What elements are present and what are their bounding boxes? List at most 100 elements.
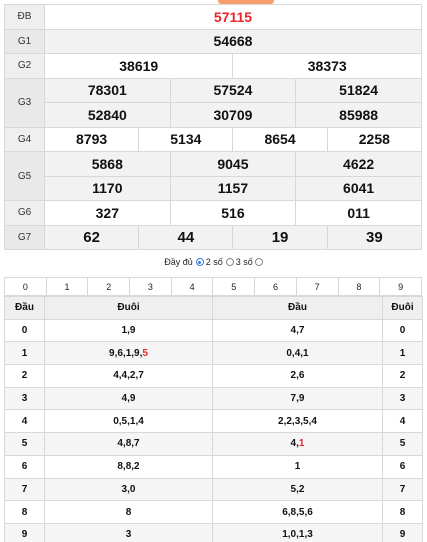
prize-g2-value: 38619 xyxy=(43,53,234,79)
row-db: ĐB 57115 xyxy=(4,4,422,30)
digit-filter-3[interactable]: 3 xyxy=(129,277,172,296)
digit-filter-bar: 0 1 2 3 4 5 6 7 8 9 xyxy=(4,277,422,296)
prize-g7-value: 39 xyxy=(326,224,423,250)
loto-row: 7 3,0 5,2 7 xyxy=(4,477,423,502)
loto-row: 8 8 6,8,5,6 8 xyxy=(4,500,423,524)
head-list-text: 2,6 xyxy=(290,370,305,382)
loto-row: 6 8,8,2 1 6 xyxy=(4,454,423,479)
loto-row: 1 9,6,1,9,5 0,4,1 1 xyxy=(4,341,423,366)
prize-g4-value: 8654 xyxy=(232,126,328,152)
loto-row: 0 1,9 4,7 0 xyxy=(4,318,423,343)
loto-row: 9 3 1,0,1,3 9 xyxy=(4,522,423,542)
prize-g5-value: 5868 xyxy=(44,151,171,177)
radio-three-digits-b[interactable] xyxy=(254,258,263,266)
row-head-list: 2,6 xyxy=(212,364,383,388)
row-tail-digit: 4 xyxy=(382,409,423,434)
loto-head-tail-table: Đầu Đuôi Đầu Đuôi 0 1,9 4,7 0 1 9,6,1,9,5 0,4,… xyxy=(4,296,423,542)
digit-filter-0[interactable]: 0 xyxy=(4,277,47,296)
digit-filter-8[interactable]: 8 xyxy=(337,277,381,296)
loto-row: 2 4,4,2,7 2,6 2 xyxy=(4,364,423,388)
prize-g5-value: 6041 xyxy=(295,175,422,201)
head-list-text: 1 xyxy=(294,461,301,473)
row-g4: G4 8793 5134 8654 2258 xyxy=(4,126,423,152)
row-head-digit: 9 xyxy=(4,522,45,542)
row-head-digit: 7 xyxy=(4,477,45,502)
header-dau-2: Đầu xyxy=(212,296,383,320)
prize-label-g4: G4 xyxy=(4,126,45,152)
row-tail-digit: 7 xyxy=(382,477,423,502)
prize-g5-value: 1157 xyxy=(169,175,297,201)
prize-g1-value: 54668 xyxy=(44,28,422,54)
prize-g3-value: 30709 xyxy=(169,102,297,128)
head-list-text: 1,0,1,3 xyxy=(282,529,313,541)
option-two-digits[interactable]: 2 số xyxy=(195,257,223,267)
row-tail-digit: 5 xyxy=(382,432,423,456)
row-tail-list: 4,4,2,7 xyxy=(44,364,213,388)
row-head-digit: 3 xyxy=(4,386,45,411)
digit-filter-5[interactable]: 5 xyxy=(212,277,256,296)
tail-list-text: 9,6,1,9, xyxy=(109,347,143,359)
row-tail-list: 1,9 xyxy=(44,318,213,343)
tail-list-text: 4,9 xyxy=(121,393,136,405)
digit-filter-1[interactable]: 1 xyxy=(45,277,89,296)
prize-g4-value: 5134 xyxy=(138,126,234,152)
option-three-digits-label: 3 số xyxy=(235,257,253,267)
prize-label-g1: G1 xyxy=(4,28,45,54)
prize-label-g7: G7 xyxy=(4,224,45,250)
option-three-digits[interactable]: 3 số xyxy=(225,257,263,267)
row-g6: G6 327 516 011 xyxy=(4,200,422,226)
top-tab-indicator[interactable] xyxy=(218,0,274,4)
row-head-list: 5,2 xyxy=(212,477,383,502)
radio-two-digits[interactable] xyxy=(195,258,204,266)
prize-g3-value: 78301 xyxy=(44,77,171,103)
head-list-text: 4, xyxy=(290,438,299,450)
prize-g3-value: 51824 xyxy=(295,77,422,103)
tail-list-text: 0,5,1,4 xyxy=(113,415,144,427)
row-head-digit: 8 xyxy=(4,500,45,524)
digit-filter-6[interactable]: 6 xyxy=(254,277,297,296)
row-tail-list: 8,8,2 xyxy=(44,454,213,479)
row-head-list: 7,9 xyxy=(212,386,383,411)
row-tail-digit: 2 xyxy=(382,364,423,388)
display-options: Đầy đủ 2 số 3 số xyxy=(0,254,427,270)
loto-header-row: Đầu Đuôi Đầu Đuôi xyxy=(4,296,423,320)
option-full[interactable]: Đầy đủ xyxy=(164,257,193,267)
tail-list-text: 8,8,2 xyxy=(117,461,140,473)
row-head-list: 1 xyxy=(212,454,383,479)
row-tail-digit: 6 xyxy=(382,454,423,479)
row-tail-list: 4,8,7 xyxy=(44,432,213,456)
head-list-special: 1 xyxy=(298,438,305,450)
prize-g3-value: 57524 xyxy=(169,77,297,103)
tail-list-text: 3,0 xyxy=(121,483,136,495)
digit-filter-2[interactable]: 2 xyxy=(87,277,131,296)
header-duoi: Đuôi xyxy=(44,296,213,320)
row-head-digit: 0 xyxy=(4,318,45,343)
prize-g7-value: 19 xyxy=(232,224,328,250)
row-head-list: 0,4,1 xyxy=(212,341,383,366)
row-head-digit: 5 xyxy=(4,432,45,456)
head-list-text: 5,2 xyxy=(290,483,305,495)
prize-db-value: 57115 xyxy=(44,4,422,30)
row-g5-a: G5 5868 9045 4622 xyxy=(4,151,422,201)
row-tail-list: 9,6,1,9,5 xyxy=(44,341,213,366)
row-g5-b: 1170 1157 6041 xyxy=(5,175,422,201)
tail-list-text: 4,8,7 xyxy=(117,438,140,450)
lottery-results-table: ĐB 57115 G1 54668 G2 38619 38373 G3 7830… xyxy=(4,4,423,250)
row-g2: G2 38619 38373 xyxy=(4,53,422,79)
head-list-text: 2,2,3,5,4 xyxy=(278,415,317,427)
head-list-text: 7,9 xyxy=(290,393,305,405)
digit-filter-4[interactable]: 4 xyxy=(170,277,214,296)
row-g3-b: 52840 30709 85988 xyxy=(5,102,422,128)
digit-filter-9[interactable]: 9 xyxy=(379,277,422,296)
prize-g7-value: 62 xyxy=(43,224,140,250)
row-head-digit: 2 xyxy=(4,364,45,388)
row-tail-list: 0,5,1,4 xyxy=(44,409,213,434)
prize-g7-value: 44 xyxy=(138,224,234,250)
radio-three-digits-a[interactable] xyxy=(225,258,234,266)
tail-list-special: 5 xyxy=(142,347,148,359)
prize-label-db: ĐB xyxy=(4,4,45,30)
row-head-digit: 4 xyxy=(4,409,45,434)
prize-g6-value: 516 xyxy=(169,200,297,226)
prize-g5-value: 4622 xyxy=(295,151,422,177)
digit-filter-7[interactable]: 7 xyxy=(295,277,339,296)
